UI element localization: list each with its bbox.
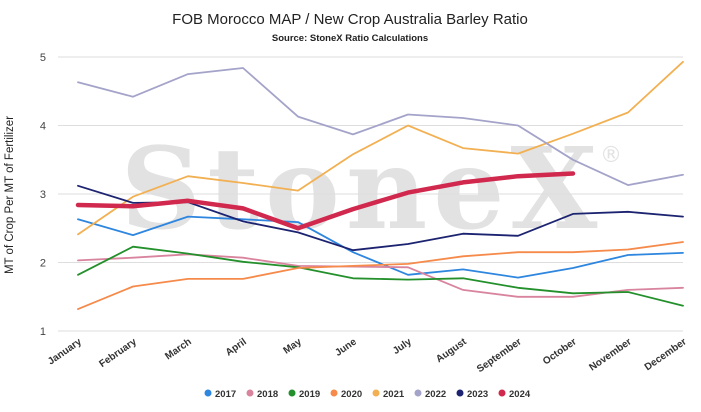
gridlines [58,56,683,332]
legend: 2017 2018 2019 2020 2021 2022 2023 2024 [204,389,531,400]
x-tick-label: February [97,336,139,370]
series-line-2019 [77,245,684,307]
x-tick-label: March [163,336,193,362]
x-tick-label: December [643,336,689,373]
x-tick-label: August [434,336,469,365]
series-line-2017 [77,215,684,279]
watermark-registered-mark: ® [600,143,622,168]
watermark-text: StoneX [121,124,604,255]
y-tick-label: 3 [40,189,46,201]
y-axis-ticks: 1 2 3 4 5 [40,52,46,338]
legend-label-2017: 2017 [215,389,236,400]
series-line-2020 [77,241,684,311]
x-tick-label: November [587,336,633,373]
series-line-2021 [77,60,684,236]
x-axis-ticks: January February March April May June July Augu… [46,336,689,375]
x-tick-label: July [391,336,414,357]
chart-title: FOB Morocco MAP / New Crop Australia Bar… [172,11,528,28]
legend-marker-2022 [414,389,422,397]
legend-label-2018: 2018 [257,389,278,400]
legend-label-2024: 2024 [509,389,531,400]
legend-label-2023: 2023 [467,389,488,400]
y-axis-label: MT of Crop Per MT of Fertilizer [4,116,16,274]
x-tick-label: June [333,336,359,359]
series-line-2022 [77,67,684,187]
y-tick-label: 2 [40,258,46,270]
legend-marker-2019 [288,389,296,397]
chart-subtitle: Source: StoneX Ratio Calculations [272,33,428,44]
series-line-2018 [77,253,684,298]
series-lines [75,60,684,311]
x-tick-label: October [541,336,579,367]
legend-label-2020: 2020 [341,389,362,400]
legend-marker-2024 [498,389,506,397]
x-tick-label: April [224,336,249,358]
series-line-2024 [75,171,576,231]
legend-marker-2020 [330,389,338,397]
y-tick-label: 1 [40,326,46,338]
legend-marker-2021 [372,389,380,397]
legend-label-2022: 2022 [425,389,446,400]
y-tick-label: 5 [40,52,46,64]
legend-label-2019: 2019 [299,389,320,400]
legend-label-2021: 2021 [383,389,405,400]
x-tick-label: September [475,336,524,375]
legend-marker-2018 [246,389,254,397]
x-tick-label: May [281,336,304,356]
legend-marker-2017 [204,389,212,397]
y-tick-label: 4 [40,121,46,133]
legend-marker-2023 [456,389,464,397]
x-tick-label: January [46,336,84,367]
